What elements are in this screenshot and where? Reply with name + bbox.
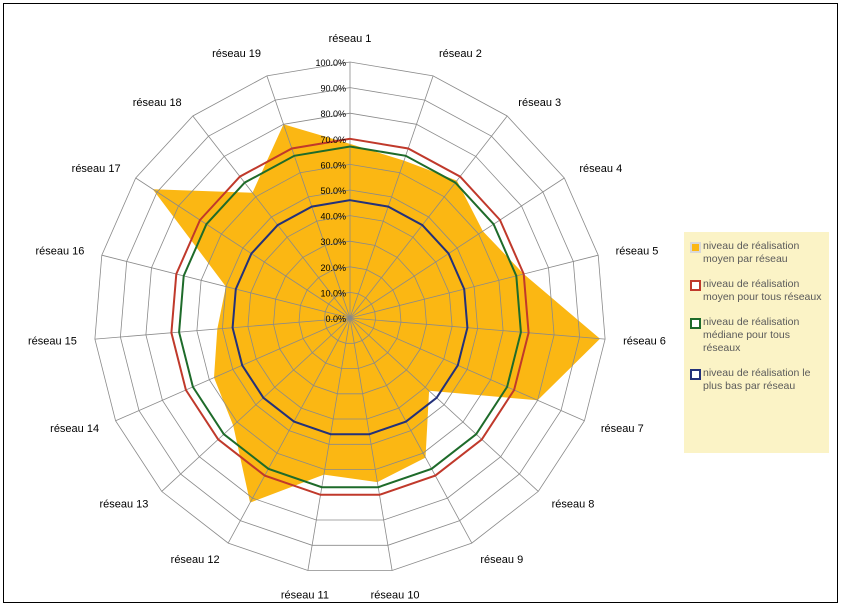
category-label: réseau 2 bbox=[439, 48, 482, 60]
category-label: réseau 1 bbox=[329, 33, 372, 45]
grid-spoke bbox=[349, 254, 599, 319]
tick-label: 10.0% bbox=[320, 288, 346, 298]
grid-spoke bbox=[307, 317, 351, 571]
tick-label: 30.0% bbox=[320, 237, 346, 247]
legend-item-moyen-tous-reseaux: niveau de réalisation moyen pour tous rés… bbox=[690, 278, 825, 304]
grid-ring bbox=[94, 61, 606, 571]
legend-label: niveau de réalisation médiane pour tous ré… bbox=[703, 316, 800, 354]
category-label: réseau 5 bbox=[616, 246, 659, 258]
legend: niveau de réalisation moyen par réseau ni… bbox=[684, 232, 829, 453]
legend-item-mediane-tous-reseaux: niveau de réalisation médiane pour tous ré… bbox=[690, 316, 825, 355]
category-label: réseau 15 bbox=[28, 336, 77, 348]
grid-ring bbox=[196, 163, 504, 470]
category-label: réseau 13 bbox=[99, 499, 148, 511]
grid-ring bbox=[221, 189, 479, 445]
legend-swatch bbox=[690, 280, 701, 291]
legend-label: niveau de réalisation moyen pour tous rés… bbox=[703, 278, 822, 303]
grid-spoke bbox=[115, 317, 351, 422]
legend-swatch bbox=[690, 318, 701, 329]
grid-spoke bbox=[349, 317, 393, 571]
grid-ring bbox=[247, 215, 453, 420]
category-label: réseau 9 bbox=[480, 554, 523, 566]
tick-label: 20.0% bbox=[320, 263, 346, 273]
category-label: réseau 17 bbox=[72, 163, 121, 175]
series-line-3 bbox=[231, 199, 469, 436]
radar-chart: 0.0% 10.0% 20.0% 30.0% 40.0% 50.0% 60.0% 70.0% 8… bbox=[28, 33, 666, 601]
grid-spoke bbox=[349, 317, 606, 340]
category-label: réseau 11 bbox=[281, 589, 329, 601]
grid-spoke bbox=[192, 115, 351, 319]
legend-swatch bbox=[690, 369, 701, 380]
legend-label: niveau de réalisation le plus bas par rés… bbox=[703, 367, 811, 392]
tick-label: 100.0% bbox=[315, 58, 346, 68]
tick-label: 90.0% bbox=[320, 84, 346, 94]
category-label: réseau 18 bbox=[133, 97, 182, 109]
grid-spoke bbox=[266, 75, 351, 319]
legend-label: niveau de réalisation moyen par réseau bbox=[703, 240, 800, 265]
grid-ring bbox=[298, 266, 402, 369]
grid-spoke bbox=[349, 317, 473, 544]
grid-spoke bbox=[101, 254, 351, 319]
category-label: réseau 6 bbox=[623, 336, 666, 348]
category-label: réseau 3 bbox=[518, 97, 561, 109]
grid-spoke bbox=[161, 317, 351, 492]
legend-item-moyen-par-reseau: niveau de réalisation moyen par réseau bbox=[690, 240, 825, 266]
grid-spoke bbox=[349, 317, 585, 422]
category-label: réseau 7 bbox=[601, 423, 644, 435]
grid-spoke bbox=[227, 317, 351, 544]
series-line-2 bbox=[178, 145, 522, 489]
grid-spoke bbox=[135, 177, 351, 319]
grid-ring bbox=[273, 240, 427, 395]
tick-label: 70.0% bbox=[320, 135, 346, 145]
category-label: réseau 12 bbox=[171, 554, 220, 566]
category-label: réseau 8 bbox=[552, 499, 595, 511]
legend-item-plus-bas-par-reseau: niveau de réalisation le plus bas par rés… bbox=[690, 367, 825, 393]
grid-ring bbox=[145, 112, 555, 521]
series-area-0 bbox=[152, 124, 601, 503]
series-line-1 bbox=[170, 137, 530, 496]
grid-ring bbox=[119, 87, 581, 546]
tick-label: 0.0% bbox=[325, 314, 346, 324]
tick-label: 60.0% bbox=[320, 160, 346, 170]
tick-label: 80.0% bbox=[320, 109, 346, 119]
category-label: réseau 4 bbox=[579, 163, 622, 175]
category-label: réseau 14 bbox=[50, 423, 99, 435]
grid-spoke bbox=[349, 317, 539, 492]
tick-label: 40.0% bbox=[320, 212, 346, 222]
tick-label: 50.0% bbox=[320, 186, 346, 196]
grid-spoke bbox=[349, 115, 508, 319]
legend-swatch bbox=[690, 242, 701, 253]
chart-frame: 0.0% 10.0% 20.0% 30.0% 40.0% 50.0% 60.0% 70.0% 8… bbox=[3, 3, 838, 603]
category-label: réseau 19 bbox=[212, 48, 261, 60]
category-label: réseau 16 bbox=[35, 246, 84, 258]
grid-ring bbox=[324, 291, 376, 344]
category-label: réseau 10 bbox=[371, 589, 420, 601]
grid-spoke bbox=[94, 317, 351, 340]
grid-spoke bbox=[349, 177, 565, 319]
grid-spoke bbox=[349, 75, 434, 319]
